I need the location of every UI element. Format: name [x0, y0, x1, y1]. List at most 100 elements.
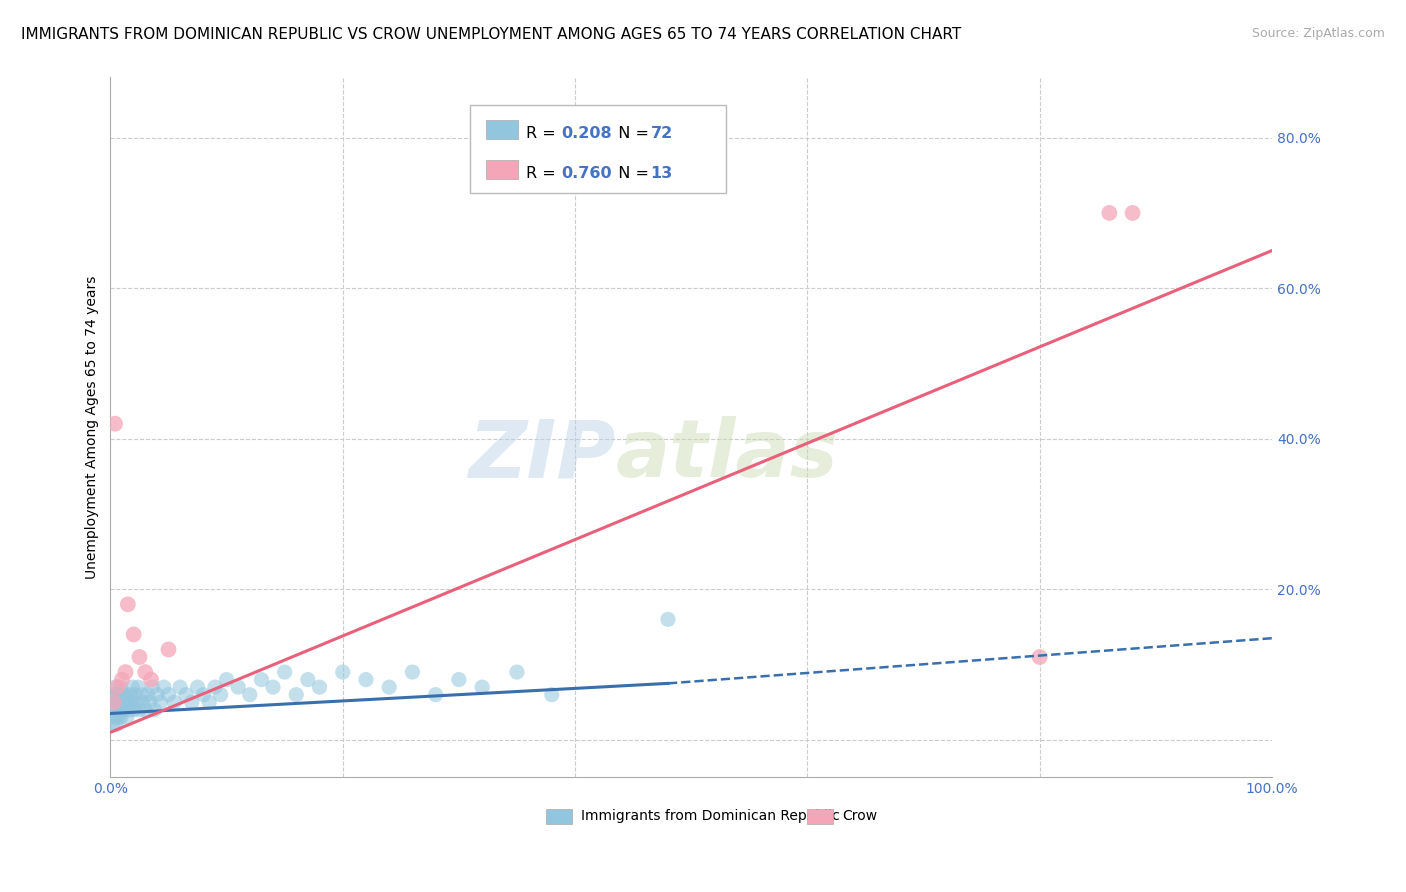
Text: R =: R =	[526, 126, 561, 141]
Point	[157, 642, 180, 657]
Point	[112, 703, 135, 717]
Point	[134, 703, 156, 717]
Point	[1122, 206, 1144, 220]
Point	[354, 673, 377, 687]
Point	[105, 703, 128, 717]
Point	[101, 695, 124, 709]
Point	[540, 688, 562, 702]
Point	[111, 703, 134, 717]
FancyBboxPatch shape	[485, 160, 519, 179]
Point	[136, 688, 159, 702]
Text: Source: ZipAtlas.com: Source: ZipAtlas.com	[1251, 27, 1385, 40]
Point	[132, 695, 155, 709]
Point	[297, 673, 319, 687]
Point	[107, 710, 129, 724]
Point	[378, 680, 401, 694]
Point	[226, 680, 249, 694]
Point	[121, 680, 143, 694]
Point	[215, 673, 238, 687]
Point	[104, 710, 127, 724]
Point	[120, 695, 142, 709]
Point	[101, 718, 124, 732]
Point	[139, 673, 162, 687]
Point	[157, 688, 180, 702]
Text: IMMIGRANTS FROM DOMINICAN REPUBLIC VS CROW UNEMPLOYMENT AMONG AGES 65 TO 74 YEAR: IMMIGRANTS FROM DOMINICAN REPUBLIC VS CR…	[21, 27, 962, 42]
Point	[308, 680, 330, 694]
Point	[100, 710, 122, 724]
Point	[131, 688, 153, 702]
Point	[111, 688, 134, 702]
Point	[134, 665, 156, 679]
Text: ZIP: ZIP	[468, 417, 616, 494]
Point	[447, 673, 470, 687]
Point	[127, 680, 149, 694]
FancyBboxPatch shape	[485, 120, 519, 139]
Text: 0.208: 0.208	[561, 126, 612, 141]
Point	[122, 703, 145, 717]
Text: 0.760: 0.760	[561, 166, 612, 181]
Point	[163, 695, 186, 709]
Point	[401, 665, 423, 679]
Point	[117, 598, 139, 612]
Point	[180, 695, 202, 709]
Point	[117, 695, 139, 709]
Point	[103, 703, 125, 717]
FancyBboxPatch shape	[546, 809, 572, 824]
Text: N =: N =	[607, 126, 654, 141]
Point	[332, 665, 354, 679]
Point	[105, 688, 128, 702]
Point	[103, 688, 125, 702]
Point	[209, 688, 232, 702]
Point	[122, 627, 145, 641]
Point	[111, 673, 134, 687]
FancyBboxPatch shape	[471, 105, 725, 193]
Point	[1028, 650, 1050, 665]
Point	[149, 695, 172, 709]
Point	[146, 688, 169, 702]
Point	[285, 688, 308, 702]
Point	[425, 688, 447, 702]
Text: N =: N =	[607, 166, 654, 181]
Text: Immigrants from Dominican Republic: Immigrants from Dominican Republic	[581, 809, 839, 823]
Text: atlas: atlas	[616, 417, 838, 494]
Point	[174, 688, 197, 702]
Text: Crow: Crow	[842, 809, 877, 823]
Point	[114, 688, 136, 702]
FancyBboxPatch shape	[807, 809, 832, 824]
Point	[103, 695, 125, 709]
Point	[112, 695, 135, 709]
Point	[125, 695, 148, 709]
Point	[107, 695, 129, 709]
Point	[104, 417, 127, 431]
Point	[250, 673, 273, 687]
Point	[657, 612, 679, 626]
Point	[128, 650, 150, 665]
Point	[239, 688, 262, 702]
Text: 72: 72	[651, 126, 673, 141]
Point	[115, 710, 138, 724]
Point	[118, 703, 141, 717]
Point	[169, 680, 191, 694]
Point	[124, 688, 146, 702]
Point	[1098, 206, 1121, 220]
Point	[105, 695, 128, 709]
Point	[128, 703, 150, 717]
Point	[139, 695, 162, 709]
Point	[108, 703, 131, 717]
Point	[193, 688, 215, 702]
Point	[143, 703, 166, 717]
Point	[108, 688, 131, 702]
Point	[198, 695, 221, 709]
Point	[120, 688, 142, 702]
Point	[114, 665, 136, 679]
Point	[110, 680, 132, 694]
Point	[105, 718, 128, 732]
Point	[141, 680, 163, 694]
Point	[471, 680, 494, 694]
Text: 13: 13	[651, 166, 673, 181]
Text: R =: R =	[526, 166, 561, 181]
Point	[506, 665, 529, 679]
Point	[186, 680, 208, 694]
Point	[262, 680, 284, 694]
Point	[110, 710, 132, 724]
